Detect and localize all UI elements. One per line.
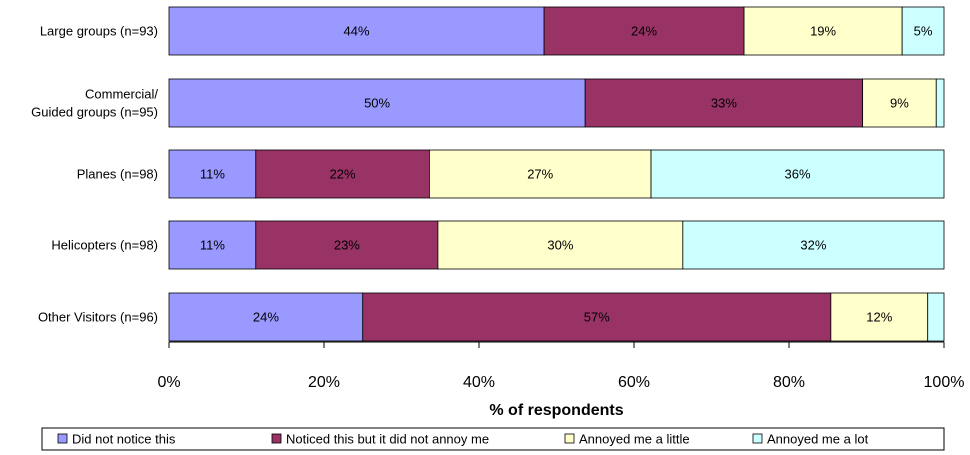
x-axis: 0% 20% 40% 60% 80% 100% [157,341,965,391]
data-label: 19% [810,24,836,39]
data-label: 50% [364,96,390,111]
data-label: 32% [800,238,826,253]
bar-segment [935,78,945,128]
bar-segment [168,149,257,199]
bars-area: 44% 24% 19% 5% 50% 33% 9% 11% 22% 27% 36% 11% 23% 30%… [168,6,945,342]
data-label: 30% [547,238,573,253]
x-tick-label: 60% [618,374,650,391]
data-label: 36% [785,167,811,182]
x-axis-title: % of respondents [489,402,623,419]
bar-segment [650,149,945,199]
legend-label: Annoyed me a lot [767,432,869,447]
legend-swatch [271,433,282,444]
x-tick-label: 100% [924,374,965,391]
data-label: 11% [200,167,225,182]
bar-segment [682,220,945,270]
bar-segment [168,6,545,56]
bar-segment [255,149,430,199]
bar-segment [168,220,257,270]
x-tick-label: 40% [463,374,495,391]
category-label: Commercial/Guided groups (n=95) [31,87,158,120]
data-label: 44% [344,24,370,39]
data-label: 24% [253,310,279,325]
legend-box [41,427,945,451]
bar-segment [743,6,903,56]
data-label: 5% [914,24,933,39]
bar-segment [862,78,937,128]
legend-swatch [564,433,575,444]
x-tick-label: 0% [157,374,180,391]
legend-swatch [57,433,68,444]
bar-segment [543,6,745,56]
category-label: Helicopters (n=98) [51,238,158,253]
data-label: 22% [330,167,356,182]
bar-segment [428,149,652,199]
bar-segment [362,292,832,342]
data-label: 23% [334,238,360,253]
x-tick-label: 20% [308,374,340,391]
data-label: 27% [527,167,553,182]
category-labels: Large groups (n=93) Commercial/Guided gro… [31,24,158,325]
bar-segment [168,78,586,128]
bar-segment [927,292,945,342]
bar-segment [255,220,439,270]
bar-segment [168,292,364,342]
category-label: Other Visitors (n=96) [38,310,158,325]
x-tick-label: 80% [773,374,805,391]
data-label: 12% [866,310,892,325]
legend-swatch [752,433,763,444]
data-label: 24% [631,24,657,39]
data-label: 57% [584,310,610,325]
data-label: 9% [890,96,909,111]
legend-label: Annoyed me a little [579,432,690,447]
legend: Did not notice this Noticed this but it d… [41,427,945,451]
category-label: Planes (n=98) [77,167,158,182]
bar-segment [584,78,864,128]
category-label: Large groups (n=93) [40,24,158,39]
data-label: 11% [200,238,225,253]
bar-segment [437,220,684,270]
bar-segment [830,292,929,342]
legend-label: Noticed this but it did not annoy me [286,432,489,447]
bar-segment [901,6,945,56]
legend-label: Did not notice this [72,432,176,447]
data-label: 33% [711,96,737,111]
